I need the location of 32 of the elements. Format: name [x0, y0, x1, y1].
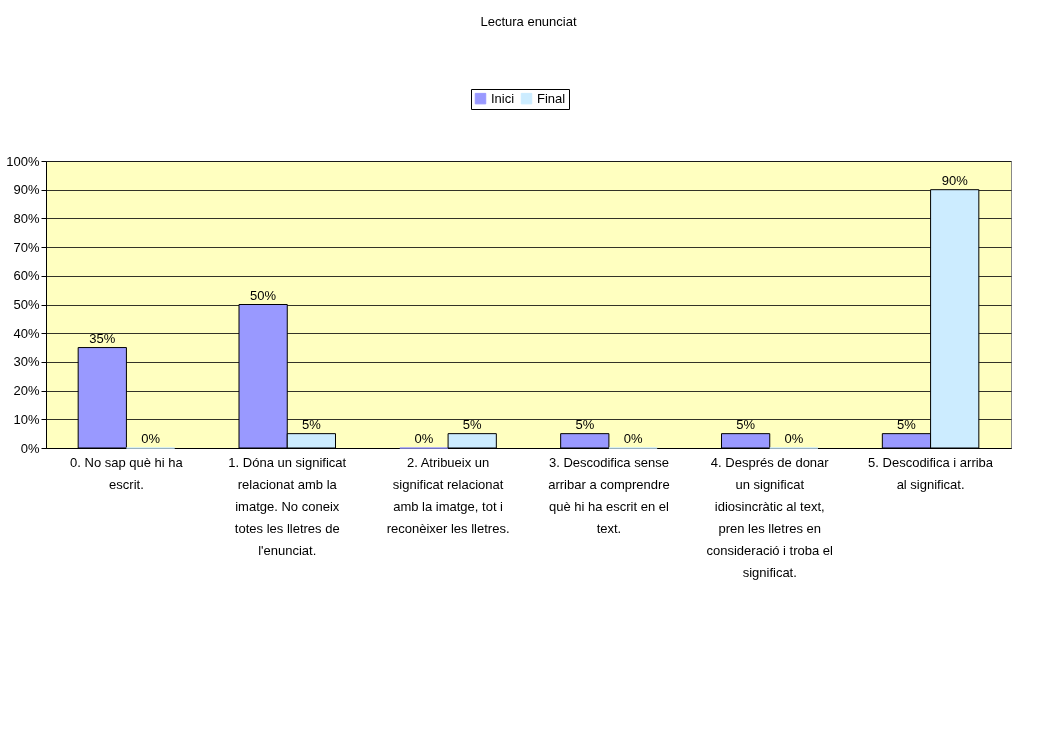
x-tick-label: 0. No sap què hi ha escrit.: [70, 454, 184, 492]
legend-label: Final: [537, 90, 566, 106]
x-tick-label: 1. Dóna un significat relacionat amb la imatge. No coneix totes les lletres de l'enunciat.: [228, 454, 347, 558]
y-tick-label: 100%: [6, 153, 40, 169]
data-label: 5%: [462, 416, 483, 432]
legend-label: Inici: [491, 90, 515, 106]
y-tick-label: 50%: [13, 297, 40, 312]
data-label: 90%: [941, 172, 969, 188]
data-label: 0%: [414, 431, 434, 446]
y-tick-label: 40%: [13, 325, 40, 341]
data-label: 5%: [897, 416, 917, 432]
data-label: 0%: [623, 431, 643, 446]
y-tick-label: 70%: [13, 239, 40, 255]
chart-title: Lectura enunciat: [480, 13, 577, 29]
y-tick-label: 90%: [13, 182, 40, 198]
y-tick-label: 20%: [13, 383, 40, 399]
y-tick-label: 60%: [13, 268, 40, 284]
y-tick-label: 10%: [13, 411, 40, 427]
data-label: 5%: [736, 416, 756, 432]
y-tick-label: 80%: [13, 210, 40, 226]
data-label: 5%: [301, 416, 322, 432]
x-tick-label: 4. Després de donar un significat idiosincràtic al text, pren les lletres en consideració i troba el significat.: [706, 454, 834, 580]
x-tick-label: 3. Descodifica sense arribar a comprendre què hi ha escrit en el text.: [548, 454, 670, 536]
y-tick-label: 30%: [13, 354, 40, 370]
data-label: 5%: [575, 416, 595, 432]
data-label: 50%: [250, 287, 277, 303]
data-label: 0%: [141, 431, 161, 446]
data-label: 35%: [89, 330, 116, 346]
x-tick-label: 5. Descodifica i arriba al significat.: [868, 454, 994, 492]
x-tick-label: 2. Atribueix un significat relacionat amb la imatge, tot i reconèixer les lletres.: [386, 454, 510, 536]
y-tick-label: 0%: [20, 440, 40, 456]
data-label: 0%: [784, 431, 804, 446]
